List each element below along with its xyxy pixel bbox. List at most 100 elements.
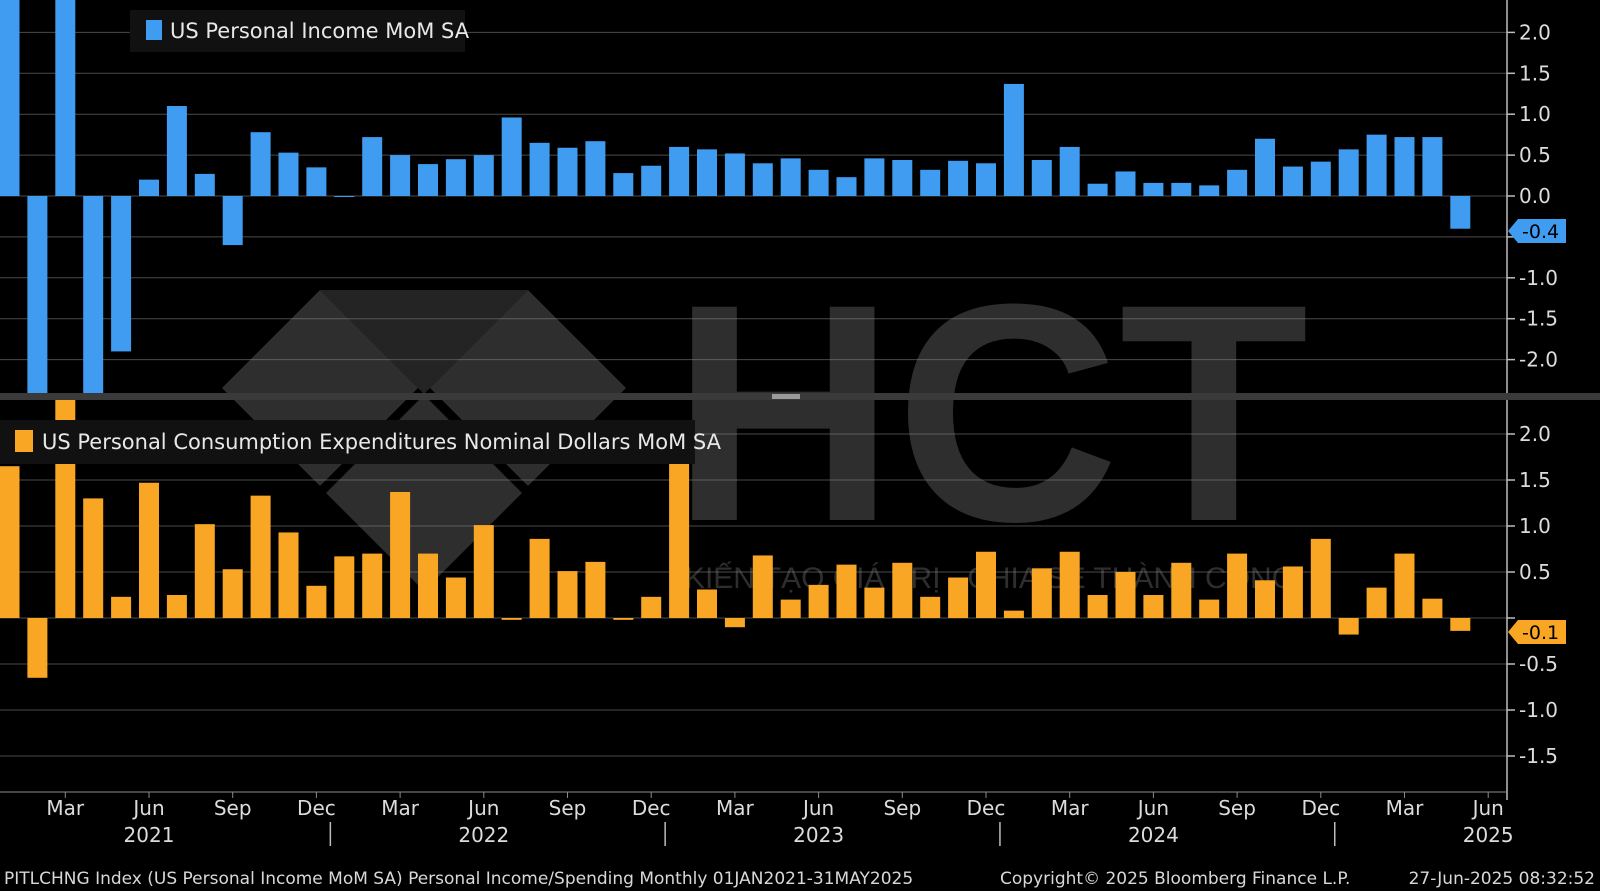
income-bar [1143, 182, 1164, 196]
pce-y-tick-label: -0.5 [1519, 652, 1558, 676]
x-tick-label-year: 2021 [124, 823, 175, 847]
income-bar [613, 173, 634, 196]
pce-legend: US Personal Consumption Expenditures Nom… [0, 420, 722, 464]
pce-y-tick-label: 1.5 [1519, 468, 1551, 492]
income-bar [864, 158, 885, 196]
pce-bar [0, 466, 20, 618]
pce-bar [1199, 599, 1220, 618]
income-bar [278, 152, 299, 196]
panel-divider-handle[interactable] [772, 394, 800, 399]
income-y-tick-label: -1.0 [1519, 266, 1558, 290]
income-bar [948, 160, 969, 196]
income-bar [1059, 146, 1080, 196]
x-tick-label-month: Jun [801, 796, 834, 820]
x-tick-label-month: Sep [1218, 796, 1256, 820]
x-tick-label-year: 2025 [1463, 823, 1514, 847]
income-bar [306, 167, 327, 196]
pce-legend-label: US Personal Consumption Expenditures Nom… [42, 430, 722, 454]
pce-bar [1227, 553, 1248, 618]
pce-bars [0, 400, 1471, 678]
income-bar [529, 142, 550, 196]
pce-bar [948, 577, 969, 618]
income-bar [1366, 134, 1387, 196]
pce-bar [166, 595, 187, 618]
income-y-tick-label: -2.0 [1519, 348, 1558, 372]
x-tick-label-month: Jun [466, 796, 499, 820]
x-tick-label-month: Sep [549, 796, 587, 820]
pce-bar [752, 555, 773, 618]
income-y-tick-label: -1.5 [1519, 307, 1558, 331]
pce-bar [1338, 618, 1359, 635]
footer-copyright: Copyright© 2025 Bloomberg Finance L.P. [1000, 869, 1350, 889]
income-bar [1422, 137, 1443, 196]
pce-bar [1394, 553, 1415, 618]
watermark-logo: HCT KIẾN TẠO GIÁ TRỊ - CHIA SẺ THÀNH CÔN… [222, 239, 1309, 595]
pce-bar [1310, 538, 1331, 618]
income-legend-swatch [146, 20, 162, 40]
pce-legend-swatch [15, 430, 33, 452]
income-bar [808, 169, 829, 196]
watermark-diamond-top [320, 290, 528, 394]
income-bar [111, 196, 132, 352]
x-tick-label-month: Dec [967, 796, 1006, 820]
income-legend-box [130, 10, 465, 52]
pce-bar [194, 524, 215, 618]
pce-bar [557, 571, 578, 618]
income-bar [1199, 185, 1220, 196]
income-bar [250, 132, 271, 196]
pce-bar [1031, 568, 1052, 618]
pce-last-value-text: -0.1 [1522, 622, 1559, 644]
pce-y-axis: 2.0 1.5 1.0 0.5 -0.5 -1.0 -1.5 [1507, 422, 1558, 768]
pce-bar [669, 448, 690, 618]
income-bar [362, 137, 383, 196]
x-tick-label-year: 2024 [1128, 823, 1179, 847]
income-bar [669, 146, 690, 196]
pce-bar [724, 618, 745, 628]
pce-bar [1087, 595, 1108, 618]
pce-bar [529, 538, 550, 618]
pce-bar [892, 562, 913, 618]
x-tick-label-month: Mar [1051, 796, 1090, 820]
income-last-value-tag: -0.4 [1508, 219, 1566, 243]
pce-bar [780, 599, 801, 618]
pce-bar [1450, 618, 1471, 631]
pce-bar [1366, 587, 1387, 618]
pce-y-tick-label: 1.0 [1519, 514, 1551, 538]
pce-bar [445, 577, 466, 618]
x-axis: Mar Jun Sep Dec Mar Jun Sep Dec Mar Jun Sep Dec Mar J… [46, 792, 1514, 847]
income-bar [1338, 149, 1359, 196]
pce-bar [306, 585, 327, 618]
pce-bar [362, 553, 383, 618]
pce-bar [613, 618, 634, 620]
income-bar [1115, 171, 1136, 196]
income-bar [390, 155, 411, 196]
income-bar [1310, 161, 1331, 196]
pce-bar [334, 556, 355, 618]
pce-bar [585, 561, 606, 618]
x-tick-label-year: 2023 [793, 823, 844, 847]
income-bar [83, 196, 104, 393]
pce-bar [473, 525, 494, 618]
income-bar [418, 164, 438, 196]
income-bar [697, 149, 717, 196]
x-tick-label-month: Jun [1471, 796, 1504, 820]
income-y-tick-label: 0.5 [1519, 143, 1551, 167]
income-bar [1227, 169, 1248, 196]
pce-bar [390, 491, 411, 618]
income-bar [222, 196, 243, 246]
income-last-value-text: -0.4 [1522, 221, 1559, 243]
income-bar [557, 147, 578, 196]
pce-bar [111, 596, 132, 618]
pce-bar [83, 498, 104, 618]
income-bar [445, 159, 466, 196]
income-bar [0, 0, 20, 196]
pce-last-value-tag: -0.1 [1508, 620, 1566, 644]
pce-bar [1171, 562, 1192, 618]
pce-bar [1255, 580, 1275, 618]
pce-bar [1143, 595, 1164, 618]
pce-y-tick-label: -1.0 [1519, 698, 1558, 722]
x-tick-label-month: Mar [716, 796, 755, 820]
footer-left: PITLCHNG Index (US Personal Income MoM S… [4, 869, 913, 889]
x-tick-label-month: Jun [1136, 796, 1169, 820]
income-bar [585, 141, 606, 196]
